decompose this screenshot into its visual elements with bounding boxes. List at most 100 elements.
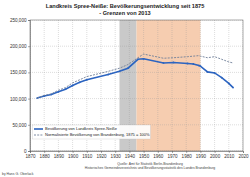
plot-background [30, 20, 243, 151]
y-tick-label: 150,000 [10, 70, 27, 75]
legend-label: Bevölkerung von Landkreis Spree-Neiße [45, 126, 118, 131]
y-tick-label: 50,000 [12, 123, 26, 128]
series-marker [192, 63, 194, 65]
y-tick: 200,000 [10, 44, 30, 49]
x-tick-mark [215, 151, 216, 153]
series-marker [65, 88, 67, 90]
x-tick: 1950 [139, 151, 150, 159]
series-marker [72, 85, 74, 87]
x-tick-label: 1960 [153, 154, 164, 159]
series-marker [137, 58, 139, 60]
series-marker [173, 62, 175, 64]
y-tick: 150,000 [10, 70, 30, 75]
x-axis-line [31, 152, 244, 154]
plot-area [30, 20, 243, 151]
legend-swatch [34, 135, 43, 136]
series-line [37, 54, 233, 98]
x-tick: 1890 [54, 151, 65, 159]
legend-box [33, 125, 151, 139]
x-tick-mark [186, 151, 187, 153]
legend-label: Normalisierte Bevölkerung von Brandenbur… [45, 132, 150, 137]
legend: Bevölkerung von Landkreis Spree-NeißeNor… [33, 125, 151, 139]
y-tick-mark [28, 125, 30, 126]
x-tick-label: 1990 [196, 154, 207, 159]
x-tick-label: 1880 [40, 154, 51, 159]
x-tick: 1960 [153, 151, 164, 159]
y-axis-line [28, 21, 31, 152]
x-tick: 1970 [167, 151, 178, 159]
x-tick-label: 1870 [25, 154, 36, 159]
y-tick: 50,000 [12, 123, 30, 128]
x-tick: 1930 [111, 151, 122, 159]
x-tick-mark [115, 151, 116, 153]
x-tick-mark [30, 151, 31, 153]
x-tick-label: 1980 [182, 154, 193, 159]
x-tick-mark [229, 151, 230, 153]
x-tick-mark [58, 151, 59, 153]
y-tick-mark [28, 151, 30, 152]
grid-line-x [200, 20, 201, 151]
chart: Landkreis Spree-Neiße: Bevölkerungsentwi… [0, 0, 250, 177]
grid-line-x [172, 20, 173, 151]
source-note: Historisches Gemeindeverzeichnis und Bev… [85, 166, 216, 170]
x-tick: 1920 [96, 151, 107, 159]
series-marker [187, 63, 189, 65]
x-tick-mark [129, 151, 130, 153]
x-tick: 2020 [238, 151, 249, 159]
x-tick: 2000 [210, 151, 221, 159]
subtitle: - Grenzen von 2013 [99, 10, 150, 16]
series-marker [79, 81, 81, 83]
x-tick-mark [200, 151, 201, 153]
x-tick-mark [101, 151, 102, 153]
x-tick-mark [158, 151, 159, 153]
series-line [37, 59, 233, 98]
source-note: Quelle: Amt für Statistik Berlin-Branden… [117, 162, 183, 166]
y-tick-mark [28, 46, 30, 47]
grid-line-x [157, 20, 158, 151]
series-marker [228, 83, 230, 85]
plot-frame [30, 20, 243, 151]
x-tick-label: 1900 [68, 154, 79, 159]
y-tick-mark [28, 20, 30, 21]
y-tick-label: 250,000 [10, 18, 27, 23]
x-tick-mark [243, 151, 244, 153]
x-tick-mark [44, 151, 45, 153]
series-marker [221, 77, 223, 79]
x-tick: 1980 [182, 151, 193, 159]
x-tick: 2010 [224, 151, 235, 159]
x-tick-label: 1930 [111, 154, 122, 159]
grid-line-x [228, 20, 229, 151]
x-tick-label: 1950 [139, 154, 150, 159]
legend-swatch [34, 128, 43, 130]
x-tick-label: 2010 [224, 154, 235, 159]
y-tick-label: 200,000 [10, 44, 27, 49]
x-axis: 1870 18801890190019101920 1930194019501960… [25, 151, 249, 159]
x-tick-label: 2000 [210, 154, 221, 159]
x-tick: 1870 [25, 151, 36, 159]
x-tick-label: 1920 [96, 154, 107, 159]
grid-line-x [186, 20, 187, 151]
grid-line-y [30, 46, 243, 47]
x-tick: 1880 [40, 151, 51, 159]
grid-line-x [214, 20, 215, 151]
series-marker [127, 67, 129, 69]
y-tick: 250,000 [10, 18, 30, 23]
series-marker [58, 91, 60, 93]
x-tick-label: 1970 [167, 154, 178, 159]
x-tick-label: 1890 [54, 154, 65, 159]
y-axis: 050,000100,000150,000200,000250,000 [10, 18, 31, 154]
x-tick: 1910 [82, 151, 93, 159]
x-tick: 1940 [125, 151, 136, 159]
author-note: by Hans G. Oberlack [2, 172, 34, 176]
y-tick: 100,000 [10, 97, 30, 102]
grid [30, 20, 243, 151]
y-tick-label: 100,000 [10, 97, 27, 102]
series-marker [86, 79, 88, 81]
x-tick-mark [73, 151, 74, 153]
x-tick-label: 1940 [125, 154, 136, 159]
series-marker [207, 71, 209, 73]
grid-line-y [30, 98, 243, 99]
x-tick-label: 1910 [82, 154, 93, 159]
series-marker [143, 58, 145, 60]
series-marker [107, 74, 109, 76]
